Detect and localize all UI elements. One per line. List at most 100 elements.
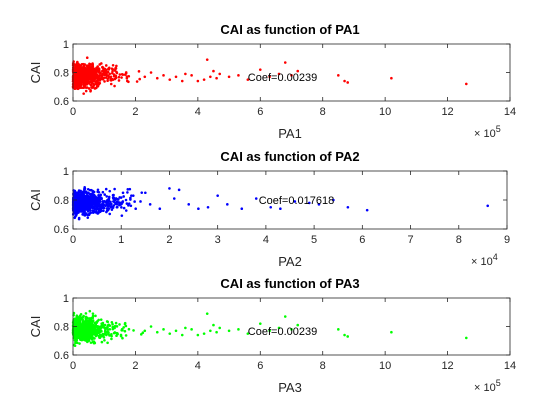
data-point — [84, 86, 88, 89]
data-point — [132, 329, 135, 332]
chart-title: CAI as function of PA1 — [220, 22, 359, 37]
data-point — [101, 72, 105, 75]
data-point — [95, 320, 98, 324]
data-point — [95, 207, 98, 211]
data-point — [118, 73, 122, 76]
data-point — [177, 188, 181, 192]
data-point — [104, 76, 108, 79]
subplot-pa1: CAI as function of PA1 0 2 4 6 8 10 12 14 0.6 0.8… — [28, 22, 516, 141]
data-point — [83, 326, 86, 329]
data-point — [111, 193, 115, 197]
x-multiplier-base: × 10 — [474, 382, 496, 394]
data-point — [110, 321, 114, 324]
data-point — [107, 207, 111, 210]
data-point — [180, 333, 184, 337]
data-point — [75, 73, 79, 77]
data-point — [205, 312, 209, 315]
coef-annotation: Coef=0.00239 — [248, 326, 317, 338]
data-points — [71, 185, 490, 221]
data-point — [212, 69, 215, 73]
data-point — [104, 64, 108, 67]
data-point — [78, 69, 82, 72]
data-point — [74, 318, 78, 322]
data-point — [74, 193, 77, 197]
data-point — [90, 338, 94, 341]
data-point — [81, 86, 85, 90]
subplot-pa3: CAI as function of PA3 0 2 4 6 8 10 12 14 0.6 0.8… — [28, 276, 516, 395]
data-point — [110, 202, 113, 206]
data-point — [82, 320, 85, 323]
data-point — [86, 196, 90, 200]
data-point — [226, 203, 229, 206]
data-point — [218, 72, 222, 76]
data-point — [118, 196, 121, 199]
data-point — [101, 190, 105, 194]
x-tick-label: 1 — [118, 234, 124, 246]
data-point — [80, 75, 84, 79]
data-point — [124, 209, 128, 212]
data-point — [78, 196, 82, 200]
data-point — [89, 211, 93, 215]
data-point — [73, 199, 77, 203]
data-point — [81, 315, 85, 319]
data-point — [77, 65, 81, 69]
x-tick-label: 2 — [132, 360, 138, 372]
subplot-pa2: CAI as function of PA2 0 1 2 3 4 5 6 7 8 9 0.6 0.8 1… — [28, 149, 510, 269]
data-point — [78, 321, 81, 325]
data-point — [127, 327, 131, 331]
data-point — [77, 63, 81, 67]
data-point — [337, 74, 340, 77]
data-point — [206, 205, 210, 209]
data-point — [130, 194, 133, 197]
data-point — [106, 204, 110, 208]
data-point — [74, 83, 77, 86]
data-point — [75, 336, 79, 340]
data-point — [343, 79, 346, 83]
data-point — [82, 92, 85, 95]
data-point — [99, 204, 103, 208]
data-point — [117, 75, 121, 79]
data-point — [77, 84, 80, 88]
data-point — [111, 205, 115, 208]
data-point — [82, 82, 85, 86]
data-point — [113, 187, 116, 191]
data-point — [92, 190, 96, 194]
data-point — [101, 77, 105, 81]
data-point — [346, 81, 349, 84]
data-point — [115, 325, 119, 328]
tick-marks: 0 1 2 3 4 5 6 7 8 9 0.6 0.8 1 — [54, 166, 510, 246]
data-point — [108, 189, 112, 193]
data-point — [180, 79, 184, 83]
y-tick-label: 0.6 — [54, 96, 69, 108]
data-point — [277, 326, 281, 330]
data-point — [86, 331, 90, 335]
data-point — [82, 332, 86, 336]
data-point — [268, 75, 271, 79]
data-point — [227, 329, 231, 333]
data-point — [240, 207, 244, 210]
data-point — [81, 323, 85, 326]
data-point — [107, 75, 111, 79]
data-point — [94, 204, 97, 208]
data-point — [84, 312, 88, 315]
data-point — [84, 89, 88, 93]
data-point — [90, 325, 94, 328]
data-point — [74, 333, 78, 337]
x-tick-label: 6 — [257, 360, 263, 372]
data-point — [90, 80, 93, 83]
data-point — [89, 90, 92, 93]
data-point — [98, 336, 102, 340]
data-point — [94, 314, 97, 318]
data-point — [84, 198, 88, 202]
data-point — [190, 74, 193, 77]
data-point — [105, 333, 108, 337]
data-point — [85, 323, 89, 327]
data-point — [202, 78, 206, 81]
data-point — [109, 82, 113, 86]
data-point — [92, 340, 96, 344]
data-point — [78, 333, 82, 337]
data-point — [119, 203, 122, 206]
data-point — [89, 202, 92, 206]
data-point — [102, 206, 106, 210]
data-point — [129, 204, 133, 208]
